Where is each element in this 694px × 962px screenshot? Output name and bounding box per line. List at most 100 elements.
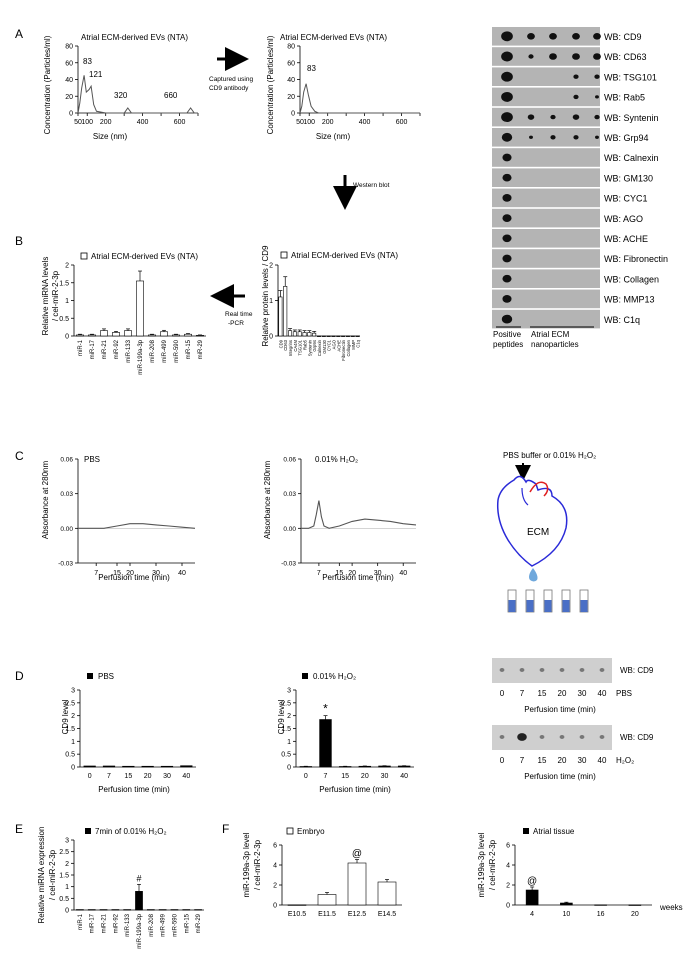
y-tick-label: 0 xyxy=(273,903,277,910)
atrial-tissue-chart: Atrial tissue miR-199a-3p level / cel-mi… xyxy=(477,827,683,918)
bar xyxy=(377,881,397,906)
bar xyxy=(350,335,355,337)
blot-dot xyxy=(599,668,605,672)
bar xyxy=(194,909,202,911)
x-tick-label: 40 xyxy=(182,773,190,780)
y-tick-label: 1 xyxy=(287,739,291,746)
western-blot-labels: WB: CD9 WB: CD63 WB: TSG101 WB: Rab5 WB: Syn… xyxy=(604,32,668,325)
e-ylabel: Relative miRNA expression xyxy=(37,827,46,924)
bar xyxy=(99,909,108,911)
ecm-heart-label: ECM xyxy=(527,527,549,538)
bar xyxy=(355,335,360,337)
x-tick-label: 20 xyxy=(631,911,639,918)
bar xyxy=(141,765,154,768)
blot-dot xyxy=(499,735,505,739)
blot-dot xyxy=(599,735,605,739)
blot-dot xyxy=(572,53,580,60)
wb-label: WB: CD63 xyxy=(604,52,647,62)
bar xyxy=(112,332,120,337)
absorbance-pbs-chart: PBS Absorbance at 280nm Perfusion time (… xyxy=(41,455,196,582)
bar xyxy=(148,334,156,337)
bar xyxy=(397,765,411,768)
bar xyxy=(302,332,307,337)
western-caption: Western blot xyxy=(353,182,390,189)
wb-label: WB: C1q xyxy=(604,315,640,325)
blot-dot xyxy=(539,735,545,739)
x-tick-label: 40 xyxy=(399,570,407,577)
x-tick-label: miR-590 xyxy=(174,339,180,362)
x-tick-label: 200 xyxy=(100,119,112,126)
bar xyxy=(160,331,168,337)
wb-label: WB: CYC1 xyxy=(604,194,648,204)
x-tick-label: CA4M xyxy=(293,339,298,351)
blot-dot xyxy=(501,71,513,82)
x-tick-label: miR-499 xyxy=(162,339,168,362)
blot-dot xyxy=(501,91,513,102)
blot-strip xyxy=(492,188,600,208)
panel-letter-b: B xyxy=(15,234,23,248)
e-legend: 7min of 0.01% H₂O₂ xyxy=(95,827,167,836)
protein-ylabel: Relative protein levels / CD9 xyxy=(261,245,270,346)
y-tick-label: 2 xyxy=(269,263,273,270)
blot-dot xyxy=(499,668,505,672)
embryo-chart: Embryo miR-199a-3p level / cel-miR-2-3p … xyxy=(242,827,402,918)
y-tick-label: 0 xyxy=(69,111,73,118)
blot-strip xyxy=(492,309,600,329)
cd9-ylabel: CD9 level xyxy=(277,699,286,734)
bar xyxy=(292,331,297,337)
f-ylabel: / cel-miR-2-3p xyxy=(488,839,497,890)
blot-strip xyxy=(492,289,600,309)
bar xyxy=(347,862,367,906)
cd9-blot-panel: WB: CD9 0 7 15 20 30 40 PBS Perfusion time (min)… xyxy=(492,658,654,781)
embryo-legend: Embryo xyxy=(297,827,325,836)
blot-strip xyxy=(492,249,600,268)
time-label: 40 xyxy=(598,756,607,765)
x-tick-label: Integrins xyxy=(288,340,293,356)
x-tick-label: miR-590 xyxy=(172,913,178,936)
cd9-xlabel: Perfusion time (min) xyxy=(319,785,391,794)
blot-dot xyxy=(501,112,513,123)
bar xyxy=(358,765,372,768)
bar xyxy=(312,332,317,337)
x-tick-label: miR-208 xyxy=(150,339,156,362)
nta-before-title: Atrial ECM-derived EVs (NTA) xyxy=(81,33,188,42)
ecm-label: nanoparticles xyxy=(531,340,579,349)
y-tick-label: 3 xyxy=(65,838,69,845)
x-tick-label: GM130 xyxy=(322,339,327,353)
x-tick-label: miR-133 xyxy=(125,913,131,936)
blot-strip xyxy=(492,658,612,683)
bar xyxy=(317,335,321,337)
x-tick-label: miR-92 xyxy=(114,339,120,359)
wb-label: WB: CD9 xyxy=(620,666,654,675)
bar xyxy=(326,335,331,337)
bar xyxy=(100,330,108,337)
x-tick-label: 7 xyxy=(324,773,328,780)
x-tick-label: 7 xyxy=(107,773,111,780)
tube-fluid xyxy=(562,600,570,612)
bar xyxy=(345,335,350,337)
wb-label: WB: Grp94 xyxy=(604,133,649,143)
bar xyxy=(321,335,326,337)
bar xyxy=(182,909,191,911)
heart-perfusion-diagram: PBS buffer or 0.01% H₂O₂ ECM xyxy=(496,451,596,613)
x-tick-label: miR-21 xyxy=(102,339,108,359)
blot-dot xyxy=(593,33,601,40)
h2o2-label: 0.01% H₂O₂ xyxy=(315,455,358,464)
western-blot-panel xyxy=(492,27,601,329)
abs-ylabel: Absorbance at 280nm xyxy=(263,461,272,540)
y-tick-label: 0.00 xyxy=(283,526,296,533)
x-tick-label: miR-1 xyxy=(78,339,84,356)
x-tick-label: 50 xyxy=(74,119,82,126)
tube-fluid xyxy=(526,600,534,612)
abs-xlabel: Perfusion time (min) xyxy=(98,573,170,582)
x-tick-label: miR-21 xyxy=(102,913,108,933)
blot-dot xyxy=(502,173,512,182)
bar xyxy=(317,894,337,906)
x-tick-label: E14.5 xyxy=(378,911,396,918)
y-tick-label: 2.5 xyxy=(65,700,75,707)
time-label: 30 xyxy=(578,756,587,765)
significance-mark: @ xyxy=(527,876,537,887)
blot-dot xyxy=(502,194,512,202)
x-tick-label: CD63 xyxy=(283,339,288,350)
capture-caption: CD9 antibody xyxy=(209,85,249,92)
